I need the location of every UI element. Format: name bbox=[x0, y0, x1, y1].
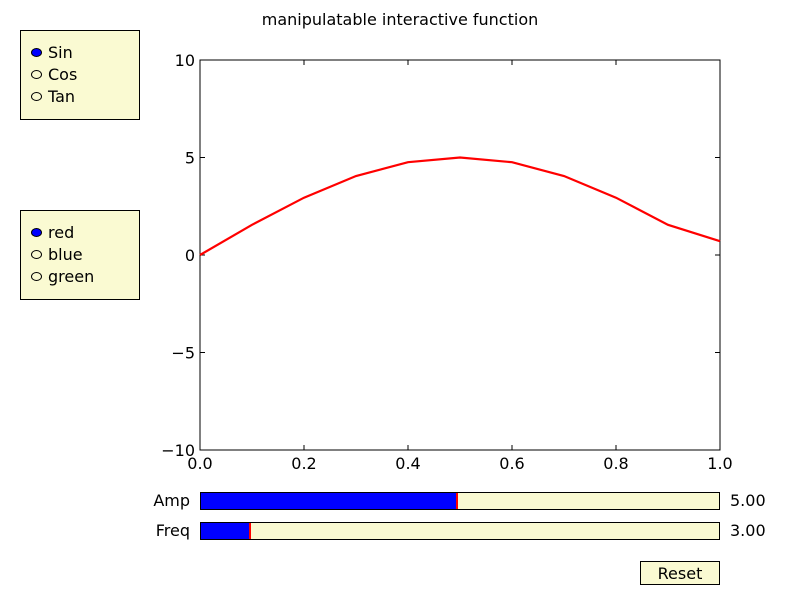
x-tick-label: 1.0 bbox=[707, 454, 732, 473]
function-curve bbox=[199, 156, 721, 256]
y-tick-label: 0 bbox=[185, 246, 195, 265]
amp-slider-value: 5.00 bbox=[730, 491, 766, 510]
function-plot: 0.0 0.2 0.4 0.6 0.8 1.0 10 5 0 −5 −10 bbox=[161, 51, 732, 473]
radio-button-icon[interactable] bbox=[31, 249, 42, 259]
amp-slider-fill bbox=[201, 493, 458, 509]
amp-slider[interactable] bbox=[200, 492, 720, 510]
x-tick-label: 0.6 bbox=[499, 454, 524, 473]
radio-cos-label: Cos bbox=[48, 64, 78, 84]
freq-slider-label: Freq bbox=[155, 521, 190, 540]
x-tick-label: 0.4 bbox=[395, 454, 420, 473]
axis-tick-labels: 0.0 0.2 0.4 0.6 0.8 1.0 10 5 0 −5 −10 bbox=[161, 51, 732, 473]
radio-blue[interactable]: blue bbox=[31, 244, 83, 264]
y-tick-label: −10 bbox=[161, 441, 195, 460]
radio-green-label: green bbox=[48, 266, 95, 286]
radio-red-label: red bbox=[48, 222, 75, 242]
freq-slider-handle[interactable] bbox=[249, 523, 252, 539]
radio-button-icon[interactable] bbox=[31, 91, 42, 101]
reset-button[interactable]: Reset bbox=[640, 561, 720, 585]
amp-slider-label: Amp bbox=[153, 491, 190, 510]
radio-cos[interactable]: Cos bbox=[31, 64, 77, 84]
radio-button-icon[interactable] bbox=[31, 271, 42, 281]
amp-slider-handle[interactable] bbox=[456, 493, 459, 509]
plot-axes-frame bbox=[199, 59, 721, 451]
freq-slider[interactable] bbox=[200, 522, 720, 540]
y-tick-label: −5 bbox=[171, 344, 195, 363]
radio-button-icon[interactable] bbox=[31, 69, 42, 79]
x-tick-label: 0.0 bbox=[187, 454, 212, 473]
radio-red[interactable]: red bbox=[31, 222, 74, 242]
radio-sin[interactable]: Sin bbox=[31, 42, 73, 62]
color-radio-group: red blue green bbox=[20, 210, 140, 300]
y-tick-label: 5 bbox=[185, 149, 195, 168]
x-tick-label: 0.2 bbox=[291, 454, 316, 473]
radio-button-icon[interactable] bbox=[31, 227, 42, 237]
freq-slider-value: 3.00 bbox=[730, 521, 766, 540]
radio-tan[interactable]: Tan bbox=[31, 86, 75, 106]
radio-sin-label: Sin bbox=[48, 42, 73, 62]
radio-blue-label: blue bbox=[48, 244, 83, 264]
function-radio-group: Sin Cos Tan bbox=[20, 30, 140, 120]
chart-title: manipulatable interactive function bbox=[261, 10, 539, 29]
freq-slider-fill bbox=[201, 523, 251, 539]
radio-button-icon[interactable] bbox=[31, 47, 42, 57]
radio-tan-label: Tan bbox=[48, 86, 76, 106]
y-tick-label: 10 bbox=[175, 51, 195, 70]
axis-ticks bbox=[199, 59, 721, 451]
x-tick-label: 0.8 bbox=[603, 454, 628, 473]
radio-green[interactable]: green bbox=[31, 266, 94, 286]
